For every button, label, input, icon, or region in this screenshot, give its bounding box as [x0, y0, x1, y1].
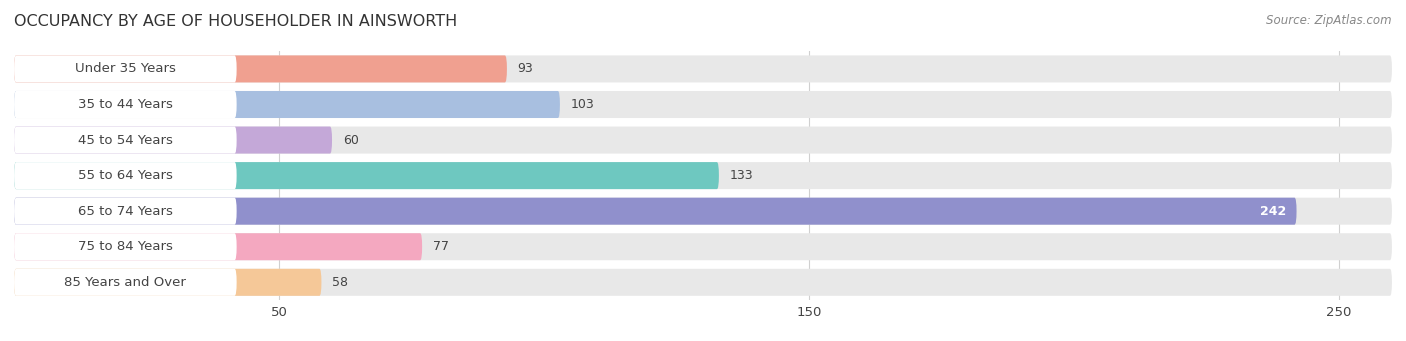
Text: 93: 93 — [517, 62, 533, 75]
FancyBboxPatch shape — [14, 162, 1392, 189]
Text: 133: 133 — [730, 169, 754, 182]
FancyBboxPatch shape — [14, 127, 236, 153]
FancyBboxPatch shape — [14, 198, 236, 225]
FancyBboxPatch shape — [14, 198, 1296, 225]
Text: OCCUPANCY BY AGE OF HOUSEHOLDER IN AINSWORTH: OCCUPANCY BY AGE OF HOUSEHOLDER IN AINSW… — [14, 14, 457, 29]
FancyBboxPatch shape — [14, 233, 422, 260]
FancyBboxPatch shape — [14, 269, 236, 296]
Text: 55 to 64 Years: 55 to 64 Years — [77, 169, 173, 182]
FancyBboxPatch shape — [14, 56, 1392, 83]
Text: 85 Years and Over: 85 Years and Over — [65, 276, 186, 289]
Text: 242: 242 — [1260, 205, 1286, 218]
FancyBboxPatch shape — [14, 198, 1392, 225]
FancyBboxPatch shape — [14, 269, 322, 296]
FancyBboxPatch shape — [14, 91, 236, 118]
Text: 77: 77 — [433, 240, 449, 253]
FancyBboxPatch shape — [14, 91, 560, 118]
FancyBboxPatch shape — [14, 127, 1392, 153]
Text: 45 to 54 Years: 45 to 54 Years — [77, 134, 173, 147]
Text: Under 35 Years: Under 35 Years — [75, 62, 176, 75]
FancyBboxPatch shape — [14, 162, 236, 189]
FancyBboxPatch shape — [14, 269, 1392, 296]
FancyBboxPatch shape — [14, 162, 718, 189]
FancyBboxPatch shape — [14, 91, 1392, 118]
FancyBboxPatch shape — [14, 56, 236, 83]
Text: Source: ZipAtlas.com: Source: ZipAtlas.com — [1267, 14, 1392, 27]
FancyBboxPatch shape — [14, 56, 508, 83]
Text: 75 to 84 Years: 75 to 84 Years — [77, 240, 173, 253]
Text: 103: 103 — [571, 98, 595, 111]
FancyBboxPatch shape — [14, 127, 332, 153]
Text: 60: 60 — [343, 134, 359, 147]
FancyBboxPatch shape — [14, 233, 236, 260]
Text: 35 to 44 Years: 35 to 44 Years — [77, 98, 173, 111]
Text: 58: 58 — [332, 276, 349, 289]
Text: 65 to 74 Years: 65 to 74 Years — [77, 205, 173, 218]
FancyBboxPatch shape — [14, 233, 1392, 260]
